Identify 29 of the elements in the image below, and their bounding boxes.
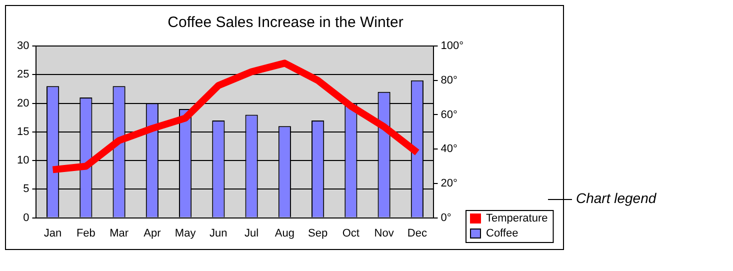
chart-title: Coffee Sales Increase in the Winter (168, 14, 404, 32)
y2-tick-label: 0° (440, 212, 452, 224)
y-tick-label: 10 (16, 154, 30, 167)
y-tick-label: 5 (23, 183, 30, 196)
x-tick-label: Feb (76, 227, 96, 240)
legend-label: Coffee (486, 228, 518, 240)
y-tick-label: 30 (16, 40, 30, 52)
x-tick-label: Jul (244, 227, 259, 240)
y-tick-label: 15 (16, 126, 30, 138)
y-tick-label: 20 (16, 97, 30, 110)
x-tick-label: Jan (44, 227, 62, 240)
x-tick-label: Nov (374, 227, 394, 240)
legend-label: Temperature (486, 212, 548, 225)
x-tick-label: Dec (407, 227, 428, 240)
y2-tick-label: 60° (440, 108, 458, 121)
y-tick-label: 0 (23, 212, 30, 224)
y2-tick-label: 80° (440, 74, 458, 86)
y2-tick-label: 100° (440, 40, 464, 52)
x-tick-label: Apr (144, 227, 162, 240)
y2-tick-label: 20° (440, 177, 458, 190)
y-tick-label: 25 (16, 68, 30, 81)
x-tick-label: Aug (274, 227, 294, 240)
x-tick-label: Sep (308, 227, 328, 240)
x-tick-label: May (174, 227, 196, 240)
x-tick-label: Mar (110, 227, 129, 240)
x-tick-label: Jun (210, 227, 228, 240)
text: Chart legend (576, 190, 656, 206)
y2-tick-label: 40° (440, 143, 458, 156)
x-tick-label: Oct (342, 227, 360, 240)
